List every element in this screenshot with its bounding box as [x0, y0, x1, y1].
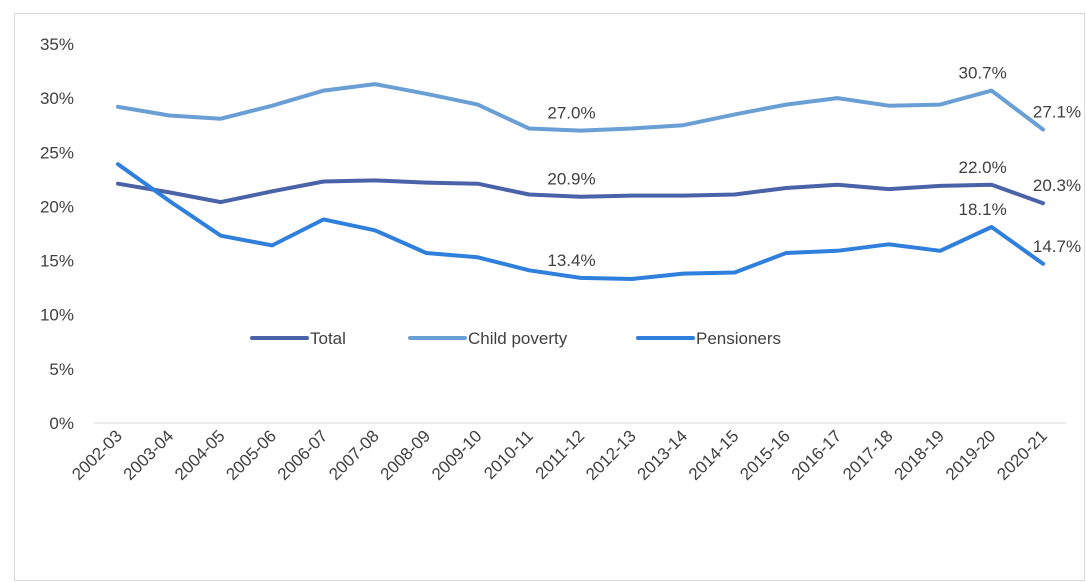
- x-tick-label: 2017-18: [839, 426, 897, 484]
- y-tick-label: 30%: [40, 89, 74, 108]
- series-lines: [116, 82, 1045, 281]
- x-tick-label: 2013-14: [634, 426, 692, 484]
- x-tick-label: 2009-10: [428, 426, 486, 484]
- x-tick-label: 2006-07: [274, 426, 332, 484]
- y-axis: 0% 5% 10% 15% 20% 25% 30% 35%: [40, 35, 74, 433]
- legend-label: Child poverty: [468, 329, 568, 348]
- y-tick-label: 15%: [40, 252, 74, 271]
- y-tick-label: 20%: [40, 197, 74, 216]
- data-label: 18.1%: [959, 200, 1007, 219]
- data-label: 20.9%: [547, 170, 595, 189]
- x-tick-label: 2003-04: [120, 426, 178, 484]
- data-label: 27.1%: [1033, 103, 1081, 122]
- legend-label: Pensioners: [696, 329, 781, 348]
- x-tick-label: 2020-21: [993, 426, 1051, 484]
- x-tick-label: 2005-06: [222, 426, 280, 484]
- y-tick-label: 0%: [49, 414, 74, 433]
- y-tick-label: 25%: [40, 143, 74, 162]
- x-axis: 2002-032003-042004-052005-062006-072007-…: [68, 422, 1066, 484]
- x-tick-label: 2019-20: [942, 426, 1000, 484]
- legend: Total Child poverty Pensioners: [250, 329, 781, 348]
- x-tick-label: 2011-12: [532, 426, 589, 483]
- x-tick-label: 2014-15: [685, 426, 743, 484]
- x-tick-label: 2002-03: [68, 426, 126, 484]
- x-tick-label: 2010-11: [480, 426, 537, 483]
- y-tick-label: 10%: [40, 306, 74, 325]
- series-line-child-poverty: [116, 82, 1045, 133]
- x-tick-label: 2016-17: [788, 426, 846, 484]
- data-labels: 20.9% 22.0% 20.3% 27.0% 30.7% 27.1% 13.4% 18.1%…: [547, 64, 1081, 270]
- legend-label: Total: [310, 329, 346, 348]
- y-tick-label: 5%: [49, 360, 74, 379]
- x-tick-label: 2004-05: [171, 426, 229, 484]
- x-tick-label: 2012-13: [582, 426, 640, 484]
- data-label: 27.0%: [547, 104, 595, 123]
- data-label: 13.4%: [547, 251, 595, 270]
- data-label: 14.7%: [1033, 237, 1081, 256]
- data-label: 22.0%: [959, 158, 1007, 177]
- data-label: 20.3%: [1033, 176, 1081, 195]
- series-line-pensioners: [116, 162, 1045, 281]
- y-tick-label: 35%: [40, 35, 74, 54]
- series-line-total: [116, 178, 1045, 206]
- x-tick-label: 2018-19: [890, 426, 948, 484]
- x-tick-label: 2007-08: [325, 426, 383, 484]
- chart-frame: [14, 13, 1085, 581]
- x-tick-label: 2008-09: [377, 426, 435, 484]
- x-tick-label: 2015-16: [736, 426, 794, 484]
- data-label: 30.7%: [959, 64, 1007, 83]
